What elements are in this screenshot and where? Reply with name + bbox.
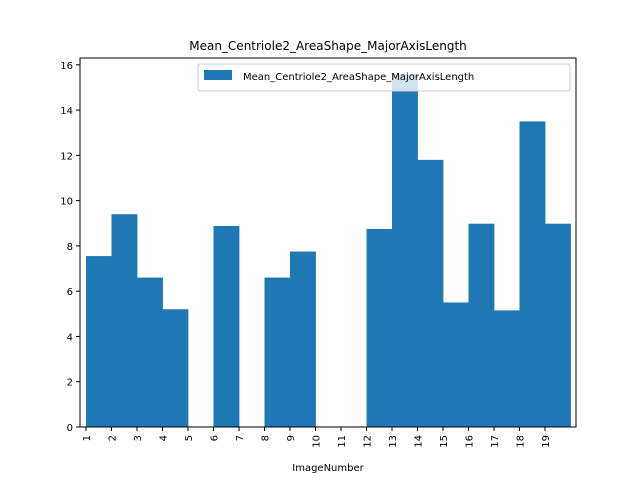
y-tick-label: 0 <box>67 423 73 434</box>
chart-title: Mean_Centriole2_AreaShape_MajorAxisLengt… <box>189 39 467 53</box>
legend-swatch <box>204 70 232 80</box>
x-tick-label: 13 <box>388 435 399 448</box>
bar-13 <box>392 73 418 427</box>
bar-17 <box>494 310 520 427</box>
bar-19 <box>545 223 571 427</box>
x-tick-label: 11 <box>337 435 348 448</box>
bar-4 <box>162 309 189 427</box>
x-tick-label: 8 <box>261 435 272 441</box>
y-tick-label: 8 <box>67 242 73 253</box>
bar-18 <box>519 121 546 427</box>
bar-1 <box>86 256 112 427</box>
legend-box <box>197 63 571 92</box>
bar-3 <box>137 277 163 427</box>
bar-12 <box>366 228 393 427</box>
y-tick-label: 12 <box>60 151 73 162</box>
x-tick-label: 9 <box>286 435 297 441</box>
y-tick-label: 6 <box>67 287 73 298</box>
y-tick-label: 4 <box>67 332 73 343</box>
x-tick-label: 3 <box>133 435 144 441</box>
y-ticks-group: 0 2 4 6 8 10 12 14 16 <box>60 61 80 434</box>
y-tick-label: 2 <box>67 378 73 389</box>
bar-16 <box>468 223 495 427</box>
x-tick-label: 5 <box>184 435 195 441</box>
bar-2 <box>111 214 138 427</box>
x-ticks-group: 1 2 3 4 5 6 7 8 9 10 11 12 13 14 15 16 17 18 19 <box>82 427 552 448</box>
x-tick-label: 12 <box>363 435 374 448</box>
bar-14 <box>417 159 444 427</box>
legend: Mean_Centriole2_AreaShape_MajorAxisLengt… <box>197 63 571 92</box>
x-tick-label: 15 <box>439 435 450 448</box>
x-tick-label: 1 <box>82 435 93 441</box>
bar-9 <box>290 251 316 427</box>
x-tick-label: 14 <box>414 435 425 448</box>
axes-group <box>79 57 577 428</box>
x-tick-label: 6 <box>210 435 221 441</box>
x-tick-label: 10 <box>312 435 323 448</box>
x-tick-label: 19 <box>541 435 552 448</box>
bars-group <box>86 73 571 427</box>
x-tick-label: 7 <box>235 435 246 441</box>
y-tick-label: 16 <box>60 61 73 72</box>
x-tick-label: 18 <box>516 435 527 448</box>
bar-6 <box>213 225 240 427</box>
y-tick-label: 10 <box>60 197 73 208</box>
y-tick-label: 14 <box>60 106 73 117</box>
axes-frame <box>79 57 577 428</box>
legend-label: Mean_Centriole2_AreaShape_MajorAxisLengt… <box>243 72 474 83</box>
x-tick-label: 2 <box>108 435 119 441</box>
x-tick-label: 16 <box>465 435 476 448</box>
bar-15 <box>443 302 469 427</box>
x-tick-label: 4 <box>159 435 170 441</box>
x-tick-label: 17 <box>490 435 501 448</box>
bar-8 <box>264 277 291 427</box>
x-axis-label: ImageNumber <box>292 463 364 474</box>
